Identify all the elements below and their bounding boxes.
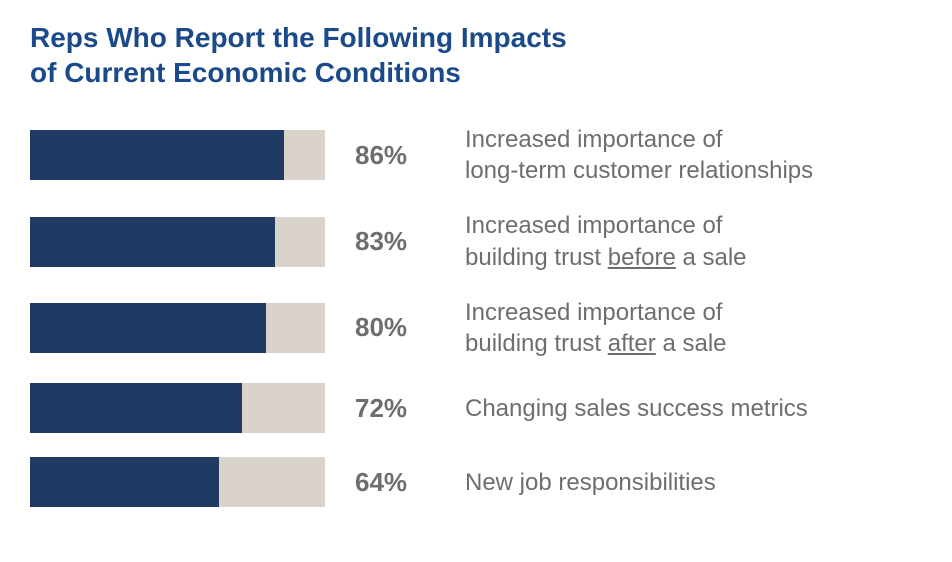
bar-description-label: Changing sales success metrics <box>465 393 808 424</box>
bar-row: 72% Changing sales success metrics <box>30 383 922 433</box>
bar-description-label: Increased importance ofbuilding trust be… <box>465 210 747 272</box>
bar-track <box>30 130 325 180</box>
bar-description-label: New job responsibilities <box>465 467 716 498</box>
bar-percent-label: 64% <box>355 467 435 498</box>
bar-fill <box>30 457 219 507</box>
chart-title: Reps Who Report the Following Impacts of… <box>30 20 922 90</box>
bar-description-label: Increased importance oflong-term custome… <box>465 124 813 186</box>
bar-percent-label: 80% <box>355 312 435 343</box>
chart-title-line1: Reps Who Report the Following Impacts <box>30 22 567 53</box>
bar-track <box>30 303 325 353</box>
bar-percent-label: 72% <box>355 393 435 424</box>
bar-row: 80% Increased importance ofbuilding trust… <box>30 297 922 359</box>
bar-percent-label: 86% <box>355 140 435 171</box>
chart-rows: 86% Increased importance oflong-term cust… <box>30 124 922 507</box>
chart-title-line2: of Current Economic Conditions <box>30 57 461 88</box>
bar-percent-label: 83% <box>355 226 435 257</box>
bar-track <box>30 217 325 267</box>
bar-fill <box>30 383 242 433</box>
bar-track <box>30 383 325 433</box>
bar-fill <box>30 303 266 353</box>
bar-fill <box>30 217 275 267</box>
bar-row: 83% Increased importance ofbuilding trust… <box>30 210 922 272</box>
bar-fill <box>30 130 284 180</box>
bar-description-label: Increased importance ofbuilding trust af… <box>465 297 727 359</box>
bar-track <box>30 457 325 507</box>
bar-row: 64% New job responsibilities <box>30 457 922 507</box>
bar-row: 86% Increased importance oflong-term cust… <box>30 124 922 186</box>
